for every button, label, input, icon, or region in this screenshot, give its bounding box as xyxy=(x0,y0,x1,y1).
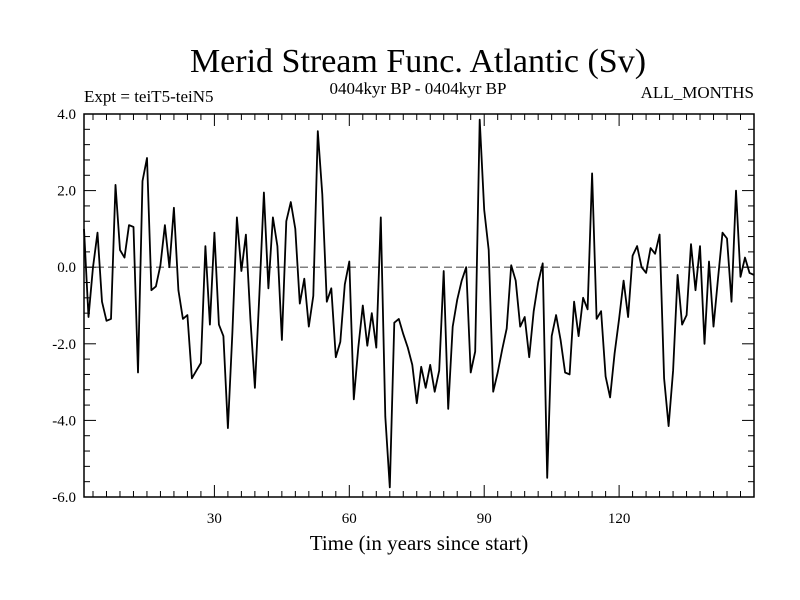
axis-ticks xyxy=(84,113,755,498)
data-series-line xyxy=(83,118,755,489)
y-tick-label: 4.0 xyxy=(57,107,76,123)
axis-tick-labels: 30 60 90 120 -6.0 -4.0 -2.0 0.0 2.0 4.0 xyxy=(52,107,630,527)
x-tick-label: 120 xyxy=(608,511,631,527)
y-tick-label: -4.0 xyxy=(52,413,76,429)
chart-subtitle-left: Expt = teiT5-teiN5 xyxy=(84,87,214,106)
chart-title: Merid Stream Func. Atlantic (Sv) xyxy=(190,43,646,80)
x-tick-label: 60 xyxy=(342,511,357,527)
y-tick-label: 0.0 xyxy=(57,260,76,276)
chart-subtitle-center: 0404kyr BP - 0404kyr BP xyxy=(330,79,507,98)
y-tick-label: 2.0 xyxy=(57,184,76,200)
plot-frame xyxy=(83,113,755,498)
x-tick-label: 30 xyxy=(207,511,222,527)
x-axis-label: Time (in years since start) xyxy=(310,531,529,555)
y-tick-label: -2.0 xyxy=(52,337,76,353)
chart-subtitle-right: ALL_MONTHS xyxy=(641,83,754,102)
y-tick-label: -6.0 xyxy=(52,490,76,506)
x-tick-label: 90 xyxy=(477,511,492,527)
